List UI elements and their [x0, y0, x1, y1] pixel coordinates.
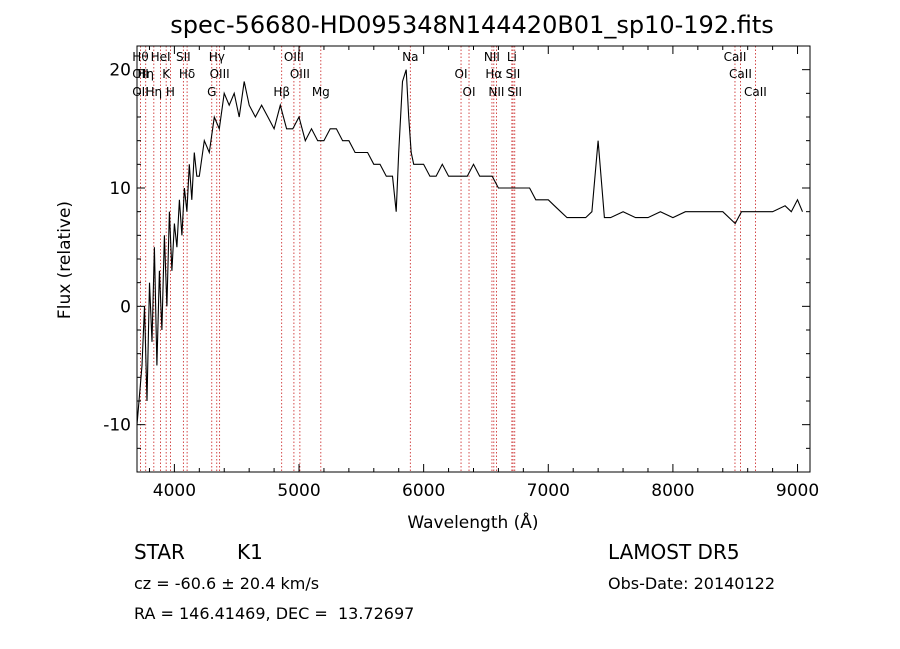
- spectral-line-label: Hη: [137, 67, 154, 81]
- spectral-line-label: Hη: [146, 85, 163, 99]
- spectral-line-label: OIII: [210, 67, 230, 81]
- y-tick-label: -10: [103, 416, 131, 436]
- redshift-velocity: cz = -60.6 ± 20.4 km/s: [134, 574, 320, 593]
- survey-name: LAMOST DR5: [608, 540, 740, 564]
- spectral-line-label: Mg: [312, 85, 330, 99]
- spectral-line-label: SII: [507, 85, 522, 99]
- object-class: STAR: [134, 540, 185, 564]
- object-subclass: K1: [237, 540, 263, 564]
- observation-date: Obs-Date: 20140122: [608, 574, 776, 593]
- spectral-line-label: K: [162, 67, 171, 81]
- spectral-line-label: H: [166, 85, 175, 99]
- spectral-line-label: Hθ: [132, 50, 148, 64]
- y-tick-label: 20: [109, 61, 131, 81]
- spectral-line-label: SII: [176, 50, 191, 64]
- spectral-line-label: HeI: [151, 50, 171, 64]
- x-tick-label: 6000: [402, 481, 445, 501]
- spectral-line-label: OII: [132, 67, 149, 81]
- spectral-line-markers: [140, 46, 756, 472]
- x-axis-label: Wavelength (Å): [407, 511, 538, 533]
- spectral-line-label: G: [207, 85, 216, 99]
- spectral-line-label: CaII: [729, 67, 752, 81]
- spectral-line-label: NII: [488, 85, 504, 99]
- spectral-line-label: Hβ: [273, 85, 290, 99]
- spectral-line-label: OII: [132, 85, 149, 99]
- spectral-line-label: SII: [506, 67, 521, 81]
- spectral-line-label: OIII: [284, 50, 304, 64]
- spectral-line-label: Li: [507, 50, 517, 64]
- x-tick-label: 5000: [277, 481, 320, 501]
- spectral-line-label: OIII: [290, 67, 310, 81]
- ra-dec-coordinates: RA = 146.41469, DEC = 13.72697: [134, 604, 415, 623]
- x-tick-label: 9000: [776, 481, 819, 501]
- y-axis-label: Flux (relative): [55, 201, 75, 319]
- spectral-line-label: Hα: [485, 67, 502, 81]
- spectral-line-label: Hγ: [209, 50, 225, 64]
- x-tick-label: 4000: [153, 481, 196, 501]
- spectral-line-label: Hδ: [179, 67, 195, 81]
- spectral-line-label: NII: [484, 50, 500, 64]
- axis-ticks: 4000 5000 6000 7000 8000 9000 -10 0 10 20: [103, 45, 819, 501]
- spectrum-series-line: [136, 69, 804, 425]
- spectral-line-label: OI: [455, 67, 468, 81]
- x-tick-label: 7000: [527, 481, 570, 501]
- spectral-line-label: CaII: [744, 85, 767, 99]
- spectral-line-labels: HθOIIOIIHηHηHeIKHSIIHδGHγOIIIHβOIIIOIIIM…: [132, 50, 767, 99]
- chart-title: spec-56680-HD095348N144420B01_sp10-192.f…: [170, 11, 774, 39]
- y-tick-label: 10: [109, 179, 131, 199]
- spectral-line-label: CaII: [724, 50, 747, 64]
- spectral-line-label: OI: [463, 85, 476, 99]
- x-tick-label: 8000: [651, 481, 694, 501]
- spectral-line-label: Na: [402, 50, 418, 64]
- y-tick-label: 0: [120, 297, 131, 317]
